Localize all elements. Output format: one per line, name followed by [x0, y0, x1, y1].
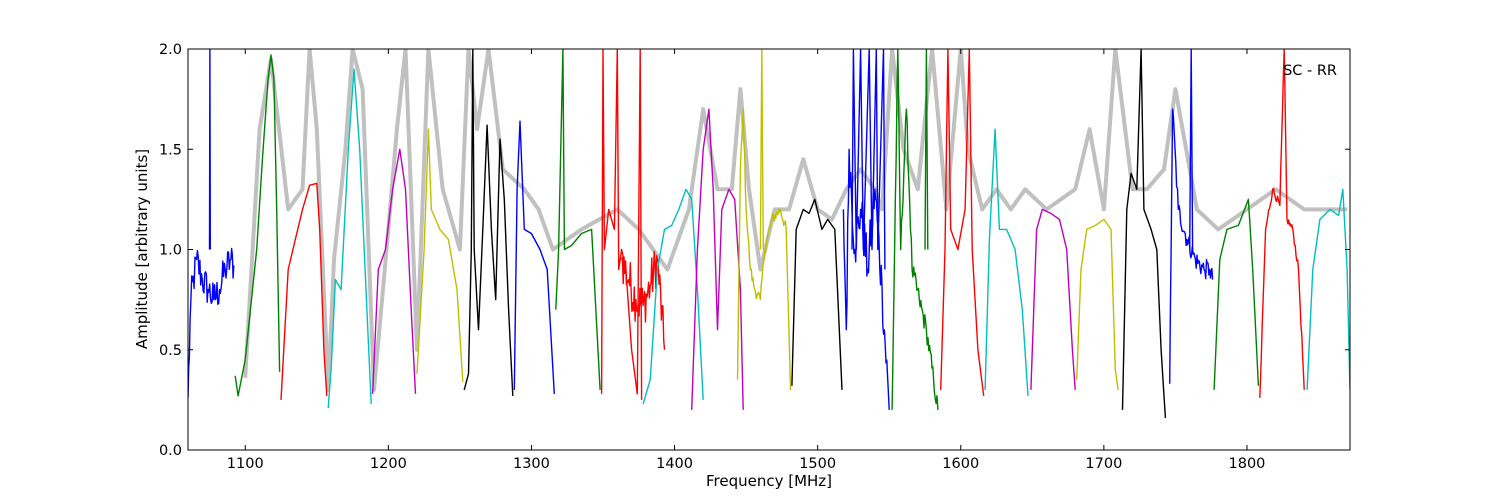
series-line-7 [416, 128, 464, 382]
series-line-19 [851, 49, 886, 270]
x-tick-label: 1600 [942, 456, 979, 472]
x-axis: 1100 1200 1300 1400 1500 1600 1700 1800 [227, 49, 1266, 472]
series-line-26 [1121, 49, 1167, 418]
x-tick-label: 1500 [799, 456, 836, 472]
chart-annotation: SC - RR [1283, 63, 1337, 79]
y-axis-label: Amplitude [arbitrary units] [133, 149, 151, 349]
series-line-11 [600, 49, 643, 400]
x-tick-label: 1800 [1229, 456, 1266, 472]
y-tick-label: 1.0 [159, 243, 182, 259]
series-line-12 [620, 250, 666, 350]
series-line-5 [327, 68, 372, 408]
series-line-1 [188, 247, 235, 398]
series-line-6 [371, 148, 417, 394]
series-line-3 [234, 54, 281, 397]
series-line-18 [842, 148, 890, 410]
y-axis: 0.0 0.5 1.0 1.5 2.0 [159, 42, 1350, 459]
x-tick-label: 1700 [1085, 456, 1122, 472]
background-series-line [243, 49, 1348, 392]
background-envelope [243, 49, 1348, 392]
series-line-29 [1213, 198, 1260, 390]
series-line-13 [642, 188, 704, 405]
series-line-8 [463, 49, 514, 396]
x-tick-label: 1400 [656, 456, 693, 472]
series-line-28 [1189, 49, 1194, 250]
series-line-16 [759, 49, 764, 250]
series-line-31 [1306, 188, 1350, 390]
series-line-4 [280, 182, 328, 400]
series-line-14 [691, 108, 744, 410]
y-tick-label: 1.5 [159, 142, 182, 158]
plot-area [188, 49, 1350, 418]
series-line-10 [555, 49, 601, 390]
y-tick-label: 2.0 [159, 42, 182, 58]
series-line-23 [984, 128, 1029, 396]
series-line-24 [1030, 208, 1076, 390]
y-tick-label: 0.0 [159, 443, 182, 459]
series-line-30 [1259, 49, 1305, 398]
series-line-22 [940, 49, 985, 396]
series-line-15 [736, 108, 792, 390]
series-group [188, 49, 1350, 418]
series-line-20 [891, 49, 939, 410]
x-tick-label: 1200 [370, 456, 407, 472]
series-line-25 [1076, 218, 1119, 390]
series-line-9 [513, 120, 555, 394]
series-line-2 [208, 49, 211, 250]
series-line-21 [924, 49, 929, 250]
series-line-27 [1169, 108, 1214, 384]
y-tick-label: 0.5 [159, 343, 182, 359]
x-axis-label: Frequency [MHz] [706, 472, 832, 490]
x-tick-label: 1100 [227, 456, 264, 472]
series-line-17 [791, 198, 843, 390]
x-tick-label: 1300 [513, 456, 550, 472]
